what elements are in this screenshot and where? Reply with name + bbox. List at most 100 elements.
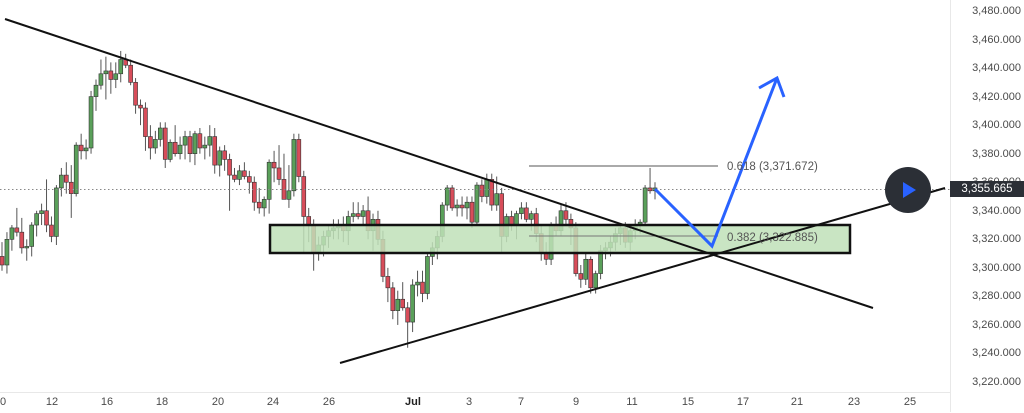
price-tick-label: 3,320.000 (972, 233, 1021, 246)
time-tick-label: 3 (465, 396, 473, 408)
candle (148, 136, 153, 149)
time-tick-label: 26 (322, 396, 336, 408)
candle (88, 96, 94, 149)
time-axis[interactable]: 0 12 16 18 20 24 26 Jul 3 7 9 11 15 17 21 23 25 (0, 392, 950, 413)
candle (563, 210, 569, 220)
candle (73, 144, 79, 194)
support-zone-rect (268, 223, 852, 255)
candle (281, 179, 287, 200)
candle (256, 201, 262, 209)
play-button[interactable] (885, 167, 931, 213)
time-tick-label: 15 (681, 396, 695, 408)
candle (494, 193, 499, 206)
candle (49, 224, 54, 237)
time-tick-label: 0 (0, 396, 7, 408)
price-axis[interactable]: 3,480.000 3,460.000 3,440.000 3,420.000 3,40… (950, 0, 1024, 412)
time-tick-label: 21 (790, 396, 804, 408)
candle (39, 210, 44, 214)
candle (578, 273, 584, 280)
price-tick-label: 3,300.000 (972, 261, 1021, 274)
candle (34, 213, 39, 226)
candle (474, 184, 480, 223)
current-price-tag: 3,355.665 (950, 181, 1024, 197)
candle (405, 307, 410, 323)
candle (464, 201, 470, 209)
candle (44, 210, 49, 226)
fib-382-label: 0.382 (3,322.885) (727, 232, 818, 244)
price-tick-label: 3,440.000 (972, 62, 1021, 75)
candle (192, 133, 198, 154)
chart-area[interactable]: 0.618 (3,371.672) 0.382 (3,322.885) (0, 0, 950, 392)
candle (529, 213, 534, 220)
candle (469, 201, 475, 223)
candle (420, 281, 425, 294)
candlestick-chart[interactable] (0, 0, 950, 392)
candle (484, 179, 490, 197)
price-tick-label: 3,380.000 (972, 147, 1021, 160)
candle (59, 174, 64, 189)
price-tick-label: 3,400.000 (972, 119, 1021, 132)
candle (29, 224, 34, 247)
candle (172, 141, 178, 154)
time-tick-label: 24 (266, 396, 280, 408)
candle (489, 179, 495, 206)
candle (276, 167, 282, 180)
candle (207, 136, 213, 146)
candle (187, 136, 193, 154)
candle (113, 73, 119, 80)
candle (514, 213, 519, 226)
candle (454, 204, 460, 209)
candle (237, 170, 242, 180)
candle (261, 199, 267, 209)
candle (158, 127, 163, 140)
candle (251, 181, 257, 203)
time-tick-label: 17 (736, 396, 750, 408)
price-tick-label: 3,240.000 (972, 347, 1021, 360)
candle (0, 256, 5, 266)
candle (410, 284, 415, 323)
candle (54, 187, 59, 237)
candle (479, 184, 485, 197)
time-tick-label: 7 (517, 396, 525, 408)
candle (182, 136, 188, 146)
candle (167, 141, 173, 160)
candle (98, 73, 104, 86)
time-tick-label: 20 (211, 396, 225, 408)
candle (360, 210, 366, 217)
candle (291, 139, 297, 192)
candle (103, 70, 109, 75)
candle (400, 298, 406, 309)
candle (197, 133, 203, 149)
candle (286, 190, 292, 200)
candle (301, 176, 307, 217)
candles-layer (0, 50, 658, 348)
time-tick-label: 12 (45, 396, 59, 408)
candle (385, 276, 391, 289)
price-tick-label: 3,340.000 (972, 204, 1021, 217)
candle (212, 136, 218, 166)
candle (138, 104, 143, 109)
price-tick-label: 3,260.000 (972, 318, 1021, 331)
price-tick-label: 3,480.000 (972, 5, 1021, 17)
candle (350, 213, 356, 217)
ascending-trendline (339, 187, 946, 364)
candle (133, 82, 138, 106)
projection-arrowhead-icon (758, 75, 786, 98)
candle (519, 207, 524, 214)
candle (355, 213, 361, 217)
candle (444, 187, 450, 206)
projection-path (653, 77, 779, 249)
candle (14, 227, 20, 233)
candle (266, 161, 272, 200)
candle (143, 107, 148, 137)
time-tick-label: 25 (903, 396, 917, 408)
candle (78, 144, 84, 152)
time-tick-label: 23 (847, 396, 861, 408)
candle (177, 144, 183, 154)
candle (232, 174, 237, 180)
price-tick-label: 3,280.000 (972, 290, 1021, 303)
candle (271, 161, 277, 169)
candle (222, 150, 227, 160)
candle (162, 127, 168, 160)
candle (642, 187, 648, 223)
